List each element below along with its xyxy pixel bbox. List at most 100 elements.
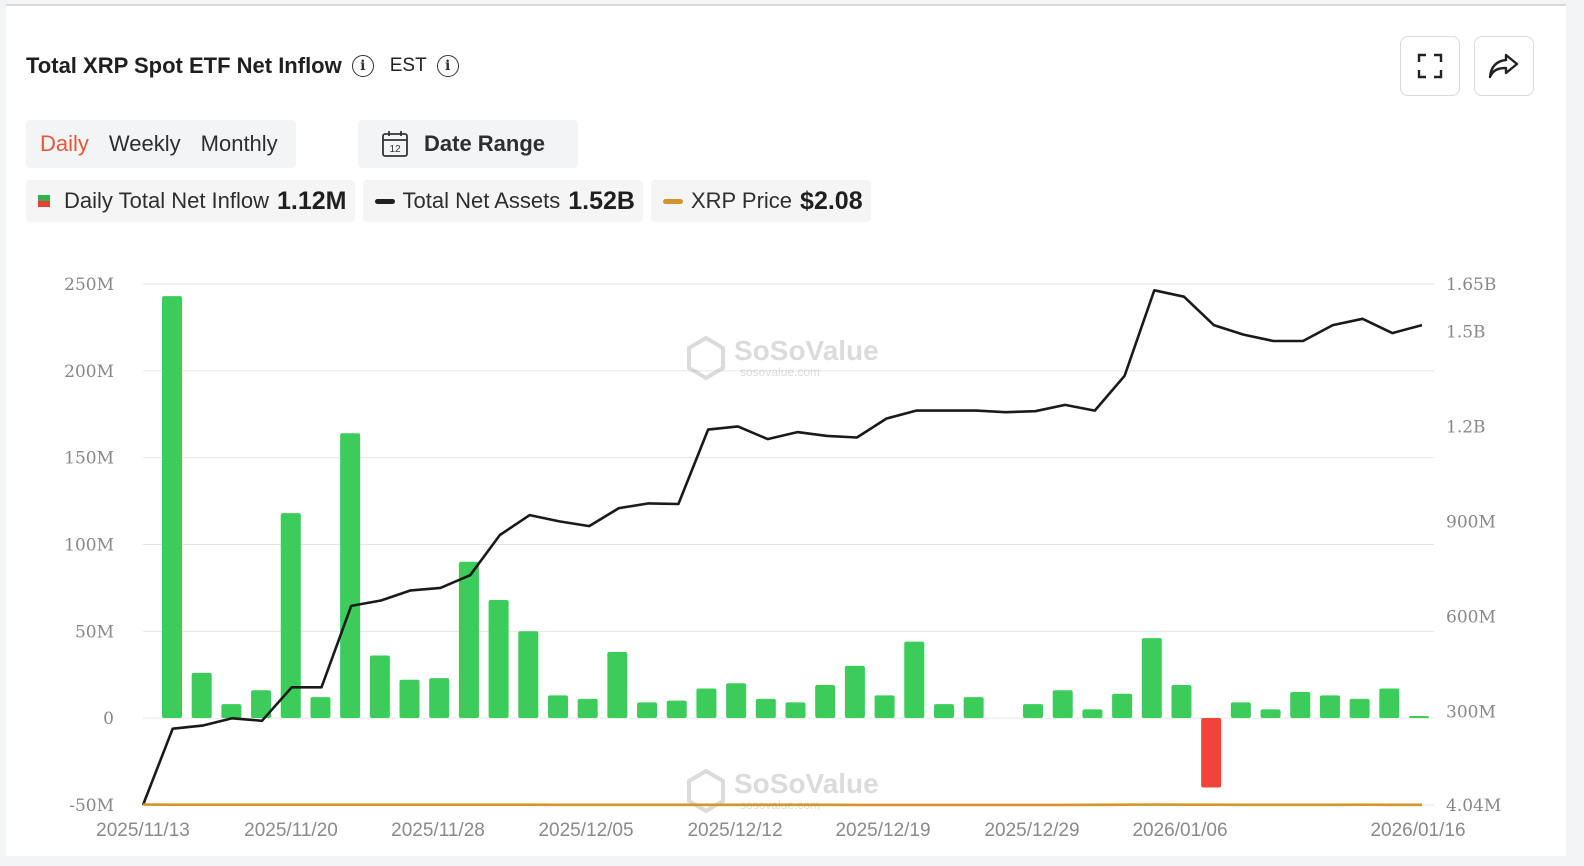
watermark-logo-icon xyxy=(687,335,725,381)
bar-positive xyxy=(1082,709,1103,718)
watermark-brand: SoSoValue xyxy=(734,335,879,366)
calendar-icon: 12 xyxy=(382,131,408,157)
bar-positive xyxy=(637,702,658,718)
x-axis-tick: 2025/12/12 xyxy=(687,820,782,841)
left-axis-tick: 150M xyxy=(64,449,114,469)
chart-plot: 250M 200M 150M 100M 50M 0 -50M 1.65B 1.5B 1.2B 900… xyxy=(64,275,1501,841)
bar-positive xyxy=(162,296,182,718)
bar-positive xyxy=(1171,685,1192,718)
bar-positive xyxy=(1052,690,1073,718)
watermark-logo-icon xyxy=(687,768,725,814)
right-axis-tick: 1.2B xyxy=(1446,417,1486,437)
x-axis-tick: 2025/11/20 xyxy=(244,820,338,841)
timezone-label: EST xyxy=(389,55,427,76)
bar-positive xyxy=(221,704,242,718)
chart-card: Total XRP Spot ETF Net Inflow i EST i Da… xyxy=(6,4,1566,856)
legend-item-total-net-assets[interactable]: Total Net Assets 1.52B xyxy=(362,180,643,222)
calendar-icon-day: 12 xyxy=(389,144,401,155)
total-net-assets-line xyxy=(141,288,1423,806)
share-icon xyxy=(1488,53,1519,79)
x-axis-tick: 2025/12/29 xyxy=(984,820,1079,841)
watermark-brand: SoSoValue xyxy=(734,768,879,799)
bar-positive xyxy=(369,655,390,718)
date-range-button[interactable]: 12 Date Range xyxy=(358,120,578,168)
bar-positive xyxy=(696,688,717,718)
bar-positive xyxy=(1023,704,1044,718)
legend-name: Daily Total Net Inflow xyxy=(64,188,270,213)
tab-daily[interactable]: Daily xyxy=(40,131,89,156)
x-axis-tick: 2025/12/19 xyxy=(835,820,930,841)
share-button[interactable] xyxy=(1474,36,1534,96)
bar-positive xyxy=(1409,716,1429,718)
legend-name: XRP Price xyxy=(690,188,793,213)
bar-negative xyxy=(1201,718,1222,788)
legend: Daily Total Net Inflow 1.12M Total Net A… xyxy=(26,180,879,222)
bar-positive xyxy=(488,599,509,718)
bar-positive xyxy=(933,704,954,718)
x-axis-tick: 2026/01/06 xyxy=(1132,820,1227,841)
right-axis-tick: 300M xyxy=(1446,702,1496,722)
tab-monthly[interactable]: Monthly xyxy=(200,131,278,156)
left-axis-tick: 0 xyxy=(103,709,114,729)
left-axis-tick: -50M xyxy=(69,796,114,816)
legend-value: 1.52B xyxy=(568,186,635,215)
bar-positive xyxy=(963,697,984,718)
assets-swatch xyxy=(374,198,395,204)
x-axis-tick: 2025/11/28 xyxy=(391,820,485,841)
bar-positive xyxy=(1141,638,1162,718)
bar-positive xyxy=(607,652,628,718)
bar-positive xyxy=(1319,695,1340,718)
bar-positive xyxy=(904,641,925,718)
bar-positive xyxy=(1290,691,1311,718)
bar-positive xyxy=(1260,709,1281,718)
left-axis-tick: 250M xyxy=(64,275,114,295)
chart-title: Total XRP Spot ETF Net Inflow xyxy=(26,53,342,78)
fullscreen-icon xyxy=(1417,53,1443,79)
right-axis-tick: 1.5B xyxy=(1446,322,1486,342)
tab-weekly[interactable]: Weekly xyxy=(108,131,181,156)
bar-positive xyxy=(191,672,212,718)
bar-positive xyxy=(251,690,272,718)
bar-positive xyxy=(666,700,687,718)
bar-positive xyxy=(340,433,361,718)
fullscreen-button[interactable] xyxy=(1400,36,1460,96)
title-row: Total XRP Spot ETF Net Inflow i EST i xyxy=(26,48,459,84)
legend-item-daily-net-inflow[interactable]: Daily Total Net Inflow 1.12M xyxy=(26,180,355,222)
bar-positive xyxy=(399,679,420,718)
bar-positive xyxy=(429,678,450,718)
bar-positive xyxy=(815,685,836,718)
bar-positive xyxy=(874,695,895,718)
bar-positive xyxy=(310,697,331,718)
bar-positive xyxy=(726,683,747,718)
inflow-swatch xyxy=(38,195,50,207)
bar-positive xyxy=(785,702,806,718)
watermark-url: sosovalue.com xyxy=(740,365,820,379)
left-axis-tick: 50M xyxy=(75,622,114,642)
bar-positive xyxy=(1349,698,1370,718)
right-axis-tick: 1.65B xyxy=(1446,275,1496,295)
timezone-info-icon[interactable]: i xyxy=(436,55,459,77)
bar-positive xyxy=(844,665,865,718)
date-range-label: Date Range xyxy=(424,131,546,156)
legend-value: $2.08 xyxy=(800,186,863,215)
bar-positive xyxy=(458,561,479,718)
bar-positive xyxy=(755,698,776,718)
bar-positive xyxy=(518,631,539,718)
info-icon[interactable]: i xyxy=(351,55,374,77)
legend-item-xrp-price[interactable]: XRP Price $2.08 xyxy=(650,180,871,222)
left-axis-tick: 100M xyxy=(64,536,114,556)
bar-positive xyxy=(1379,688,1400,718)
price-swatch xyxy=(662,198,683,204)
bar-positive xyxy=(577,698,598,718)
bar-positive xyxy=(280,513,301,718)
legend-value: 1.12M xyxy=(277,186,347,215)
x-axis-tick: 2025/11/13 xyxy=(96,820,190,841)
right-axis-tick: 4.04M xyxy=(1446,796,1501,816)
bar-positive xyxy=(547,695,568,718)
left-axis-tick: 200M xyxy=(64,362,114,382)
x-axis-tick: 2026/01/16 xyxy=(1370,820,1465,841)
bar-positive xyxy=(1230,702,1251,718)
right-axis-tick: 900M xyxy=(1446,512,1496,532)
bar-positive xyxy=(1112,693,1133,718)
